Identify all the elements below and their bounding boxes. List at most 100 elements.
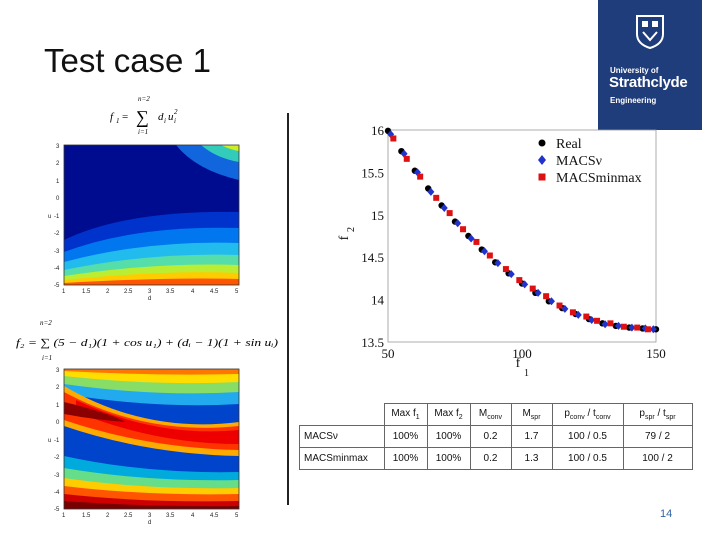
contour1-ytick: -4 [54,266,60,272]
data-point-square [620,323,627,330]
y-axis-label: f [337,235,352,240]
y-tick-label: 15 [371,208,384,223]
contour2-xtick: 3 [148,513,152,519]
data-point-diamond [649,325,657,334]
data-point-diamond [440,204,448,213]
data-point-diamond [454,219,462,228]
table-header-cell: pconv / tconv [551,403,624,426]
data-point-diamond [547,297,555,306]
data-point-square [516,277,523,284]
contour2-ytick: 2 [56,385,60,391]
data-point-square [460,226,467,233]
contour2-ytick: -2 [54,455,60,461]
contour1-ytick: -1 [54,214,60,220]
formula1-term2-sub: i [174,117,176,125]
table-cell: 100 / 2 [622,447,693,470]
data-point-diamond [467,234,475,243]
contour1-ytick: 1 [56,179,60,185]
data-point-diamond [561,304,569,313]
x-axis-label-sub: 1 [524,368,529,379]
university-logo: University of Strathclyde Engineering [598,0,702,130]
table-header-cell: Max f2 [426,403,471,426]
table-header-row: Max f1 Max f2 Mconv Mspr pconv / tconv p… [299,403,693,426]
logo-line-2: Strathclyde [609,74,688,91]
data-point-square [556,302,563,309]
contour1-ytick: 2 [56,161,60,167]
data-point-diamond [400,149,408,158]
contour1-xtick: 1 [62,289,66,295]
contour2-xlabel: d [148,520,151,526]
data-point-diamond [480,247,488,256]
contour2-xtick: 4 [191,513,195,519]
data-point-diamond [521,280,529,289]
contour1-ytick: -3 [54,249,60,255]
data-point-diamond [601,320,609,329]
x-tick-label: 150 [646,346,666,361]
page-number: 14 [660,508,673,520]
legend-label-real: Real [556,137,582,152]
data-point-square [403,155,410,162]
contour1-xlabel: d [148,296,151,302]
crest-icon [636,15,664,50]
data-point-diamond [413,168,421,177]
table-cell: 100 / 0.5 [551,447,624,470]
contour-plot-2: 3 2 1 0 -1 -2 -3 -4 -5 u 1 1.5 2 2.5 3 3… [48,368,240,526]
table-header-cell [299,403,385,426]
legend-marker-real [538,139,546,147]
contour1-xtick: 5 [235,289,239,295]
contour1-ylabel: u [48,214,51,220]
table-cell: 1.3 [510,447,553,470]
data-point-square [644,326,651,333]
contour1-xtick: 3.5 [166,289,175,295]
legend-marker-macsminmax [538,173,546,181]
data-point-diamond [507,270,515,279]
logo-line-1: University of [610,66,659,75]
formula1-lhs: f [110,111,115,123]
x-tick-label: 100 [512,346,532,361]
plot-area [387,129,657,343]
formula1-sum-top: n=2 [138,95,150,103]
data-point-square [543,293,550,300]
contour2-ytick: 1 [56,403,60,409]
contour1-ytick: 3 [56,144,60,150]
data-point-square [473,238,480,245]
contour-plot-1: 3 2 1 0 -1 -2 -3 -4 -5 u 1 1.5 2 2.5 3 3… [48,144,240,302]
data-point-diamond [614,321,622,330]
contour1-xtick: 3 [148,289,152,295]
y-tick-label: 14 [371,293,385,308]
y-axis-label-sub: 2 [346,227,357,232]
contour1-xtick: 1.5 [82,289,91,295]
table-header-cell: pspr / tspr [622,403,693,426]
results-table: Max f1 Max f2 Mconv Mspr pconv / tconv p… [299,403,693,470]
contour1-xtick: 4.5 [210,289,219,295]
contour1-ytick: 0 [56,196,60,202]
contour1-ytick: -2 [54,231,60,237]
data-point-square [446,210,453,217]
y-tick-label: 15.5 [361,165,384,180]
pareto-front-chart: 13.5 14 14.5 15 15.5 16 50 100 150 f 1 f… [337,123,666,379]
contour2-xtick: 2 [106,513,110,519]
x-tick-label: 50 [382,346,395,361]
logo-line-3: Engineering [610,96,657,105]
data-point-square [486,252,493,259]
data-point-square [583,313,590,320]
data-point-diamond [574,310,582,319]
table-cell: 1.7 [510,425,553,448]
contour2-ytick: 0 [56,420,60,426]
table-cell: 0.2 [469,447,512,470]
contour2-ytick: -4 [54,490,60,496]
contour2-xtick: 1 [62,513,66,519]
contour2-ytick: -1 [54,438,60,444]
formula1-sum-bottom: i=1 [138,128,148,136]
contour2-ylabel: u [48,438,51,444]
table-row: MACSν 100% 100% 0.2 1.7 100 / 0.5 79 / 2 [299,425,693,448]
formula1-term-sub: i [164,117,166,125]
contour1-xtick: 4 [191,289,195,295]
data-point-diamond [494,259,502,268]
data-point-square [594,317,601,324]
table-cell: 100% [426,447,471,470]
y-tick-label: 14.5 [361,250,384,265]
table-row: MACSminmax 100% 100% 0.2 1.3 100 / 0.5 1… [299,447,693,470]
formula1-term: d [158,111,164,123]
contour2-ytick: 3 [56,368,60,374]
